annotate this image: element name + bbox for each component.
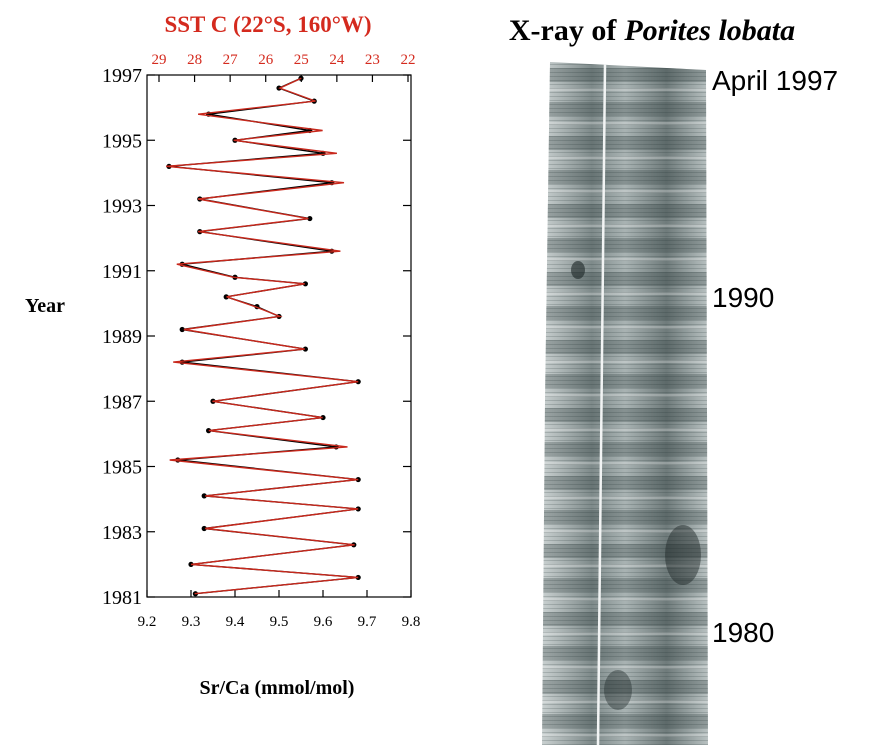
y-axis-label: Year [25,295,65,317]
data-point [302,346,308,352]
xray-title-plain: X-ray of [509,14,617,47]
y-tick-label: 1991 [102,261,142,283]
dark-spot [604,670,632,710]
x-tick-label: 9.2 [138,614,157,630]
x-tick-label: 9.5 [270,614,289,630]
x2-tick-label: 26 [258,52,274,68]
xray-image [542,62,708,745]
x-tick-label: 9.4 [226,614,245,630]
y-tick-label: 1987 [102,391,142,413]
y-tick-label: 1983 [102,522,142,544]
xray-date-label: April 1997 [712,65,838,96]
x2-tick-label: 27 [223,52,239,68]
xray-date-label: 1980 [712,617,774,648]
x2-tick-label: 28 [187,52,202,68]
data-line [166,77,359,595]
coral-growth-lines [542,62,708,745]
x-tick-label: 9.6 [314,614,333,630]
x2-tick-label: 24 [329,52,345,68]
chart-title: SST C (22°S, 160°W) [164,12,371,37]
data-point [320,414,326,421]
xray-title-species: Porites lobata [623,14,795,47]
x-axis-label: Sr/Ca (mmol/mol) [200,677,355,699]
x2-tick-label: 29 [152,52,167,68]
data-point [206,428,212,434]
data-point [223,294,229,300]
xray-title: X-ray of Porites lobata [509,14,795,47]
cut-line [596,63,607,745]
x-tick-label: 9.3 [182,614,201,630]
plot: 1981 1983 1985 1987 1989 1991 1993 1995 1997 9.2 9… [102,52,420,630]
y-tick-label: 1997 [102,65,142,87]
x2-tick-label: 22 [401,52,416,68]
x-tick-label: 9.7 [358,614,377,630]
x2-tick-label: 25 [294,52,309,68]
y-tick-label: 1981 [102,587,142,609]
data-point [201,525,207,532]
x2-tick-label: 23 [365,52,380,68]
dark-spot [571,261,585,279]
data-line [168,77,359,595]
x-tick-label: 9.8 [402,614,421,630]
xray-date-label: 1990 [712,282,774,313]
data-point [179,326,185,333]
y-tick-label: 1985 [102,457,142,479]
y-tick-label: 1989 [102,326,142,348]
data-point [307,215,313,222]
data-point [302,281,308,287]
y-tick-label: 1993 [102,196,142,218]
data-point [201,493,207,499]
y-tick-label: 1995 [102,130,142,152]
dark-spot [665,525,701,585]
